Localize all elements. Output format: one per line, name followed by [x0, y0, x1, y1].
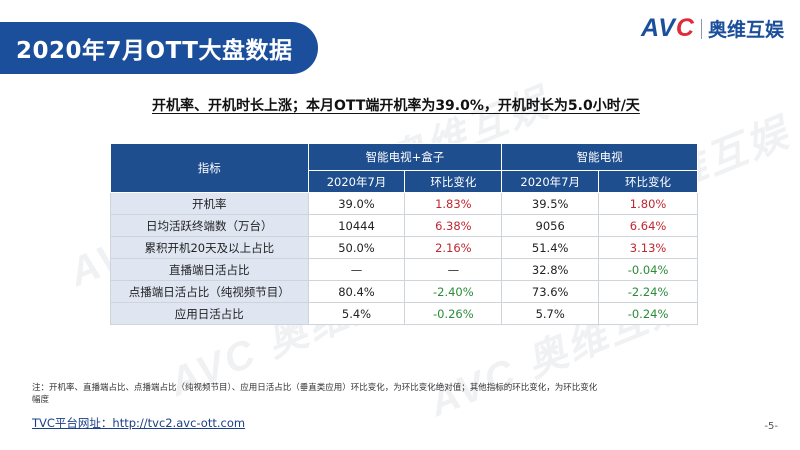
table-row: 累积开机20天及以上占比 50.0% 2.16% 51.4% 3.13% [110, 236, 698, 259]
row-label: 日均活跃终端数（万台） [110, 214, 309, 237]
cell-value-smart-tv: 32.8% [501, 258, 600, 281]
slide-title-banner: 2020年7月OTT大盘数据 [0, 22, 318, 74]
cell-change-smart-tv: 6.64% [598, 214, 698, 237]
cell-change-smart-tv: -0.04% [598, 258, 698, 281]
cell-value-tv-box: 10444 [307, 214, 406, 237]
row-label: 应用日活占比 [110, 302, 309, 325]
subheader-month: 2020年7月 [501, 170, 600, 193]
platform-url-link[interactable]: TVC平台网址：http://tvc2.avc-ott.com [32, 416, 246, 430]
cell-change-smart-tv: 3.13% [598, 236, 698, 259]
table-row: 应用日活占比 5.4% -0.26% 5.7% -0.24% [110, 302, 698, 325]
cell-value-tv-box: 39.0% [307, 192, 406, 215]
cell-value-smart-tv: 9056 [501, 214, 600, 237]
cell-value-smart-tv: 5.7% [501, 302, 600, 325]
cell-change-tv-box: — [404, 258, 503, 281]
table-row: 直播端日活占比 — —32.8% -0.04% [110, 258, 698, 281]
header-indicator: 指标 [110, 143, 309, 193]
logo-divider [700, 18, 702, 39]
row-label: 点播端日活占比（纯视频节目） [110, 280, 309, 303]
headline: 开机率、开机时长上涨；本月OTT端开机率为39.0%，开机时长为5.0小时/天 [152, 98, 640, 114]
cell-change-tv-box: 1.83% [404, 192, 503, 215]
row-label: 累积开机20天及以上占比 [110, 236, 309, 259]
row-label: 开机率 [110, 192, 309, 215]
cell-value-smart-tv: 39.5% [501, 192, 600, 215]
logo-chinese: 奥维互娱 [707, 19, 784, 41]
logo-latin: AVC [641, 14, 695, 43]
slide-title: 2020年7月OTT大盘数据 [16, 38, 293, 64]
cell-change-tv-box: 6.38% [404, 214, 503, 237]
footnote: 注：开机率、直播端占比、点播端占比（纯视频节目）、应用日活占比（垂直类应用）环比… [32, 383, 598, 405]
cell-value-tv-box: 50.0% [307, 236, 406, 259]
cell-value-smart-tv: 51.4% [501, 236, 600, 259]
cell-change-smart-tv: -0.24% [598, 302, 698, 325]
cell-value-smart-tv: 73.6% [501, 280, 600, 303]
row-label: 直播端日活占比 [110, 258, 309, 281]
cell-change-tv-box: -2.40% [404, 280, 503, 303]
cell-change-smart-tv: 1.80% [598, 192, 698, 215]
subheader-change: 环比变化 [404, 170, 503, 193]
table-row: 日均活跃终端数（万台） 10444 6.38% 9056 6.64% [110, 214, 698, 237]
subheader-month: 2020年7月 [307, 170, 406, 193]
header-group-smart-tv: 智能电视 [501, 143, 698, 171]
cell-value-tv-box: 5.4% [307, 302, 406, 325]
table-row: 开机率 39.0% 1.83% 39.5% 1.80% [110, 192, 698, 215]
ott-data-table: 指标 智能电视+盒子 智能电视 2020年7月 环比变化 2020年7月 环比变… [110, 143, 698, 325]
table-row: 点播端日活占比（纯视频节目） 80.4% -2.40% 73.6% -2.24% [110, 280, 698, 303]
header-group-tv-box: 智能电视+盒子 [307, 143, 503, 171]
cell-change-tv-box: 2.16% [404, 236, 503, 259]
subheader-change: 环比变化 [598, 170, 698, 193]
logo-latin-main: AV [641, 14, 676, 42]
logo-latin-accent: C [675, 14, 695, 42]
cell-value-tv-box: — [307, 258, 406, 281]
cell-change-tv-box: -0.26% [404, 302, 503, 325]
avc-logo: AVC 奥维互娱 [641, 14, 784, 43]
cell-value-tv-box: 80.4% [307, 280, 406, 303]
page-number: -5- [764, 421, 778, 432]
cell-change-smart-tv: -2.24% [598, 280, 698, 303]
